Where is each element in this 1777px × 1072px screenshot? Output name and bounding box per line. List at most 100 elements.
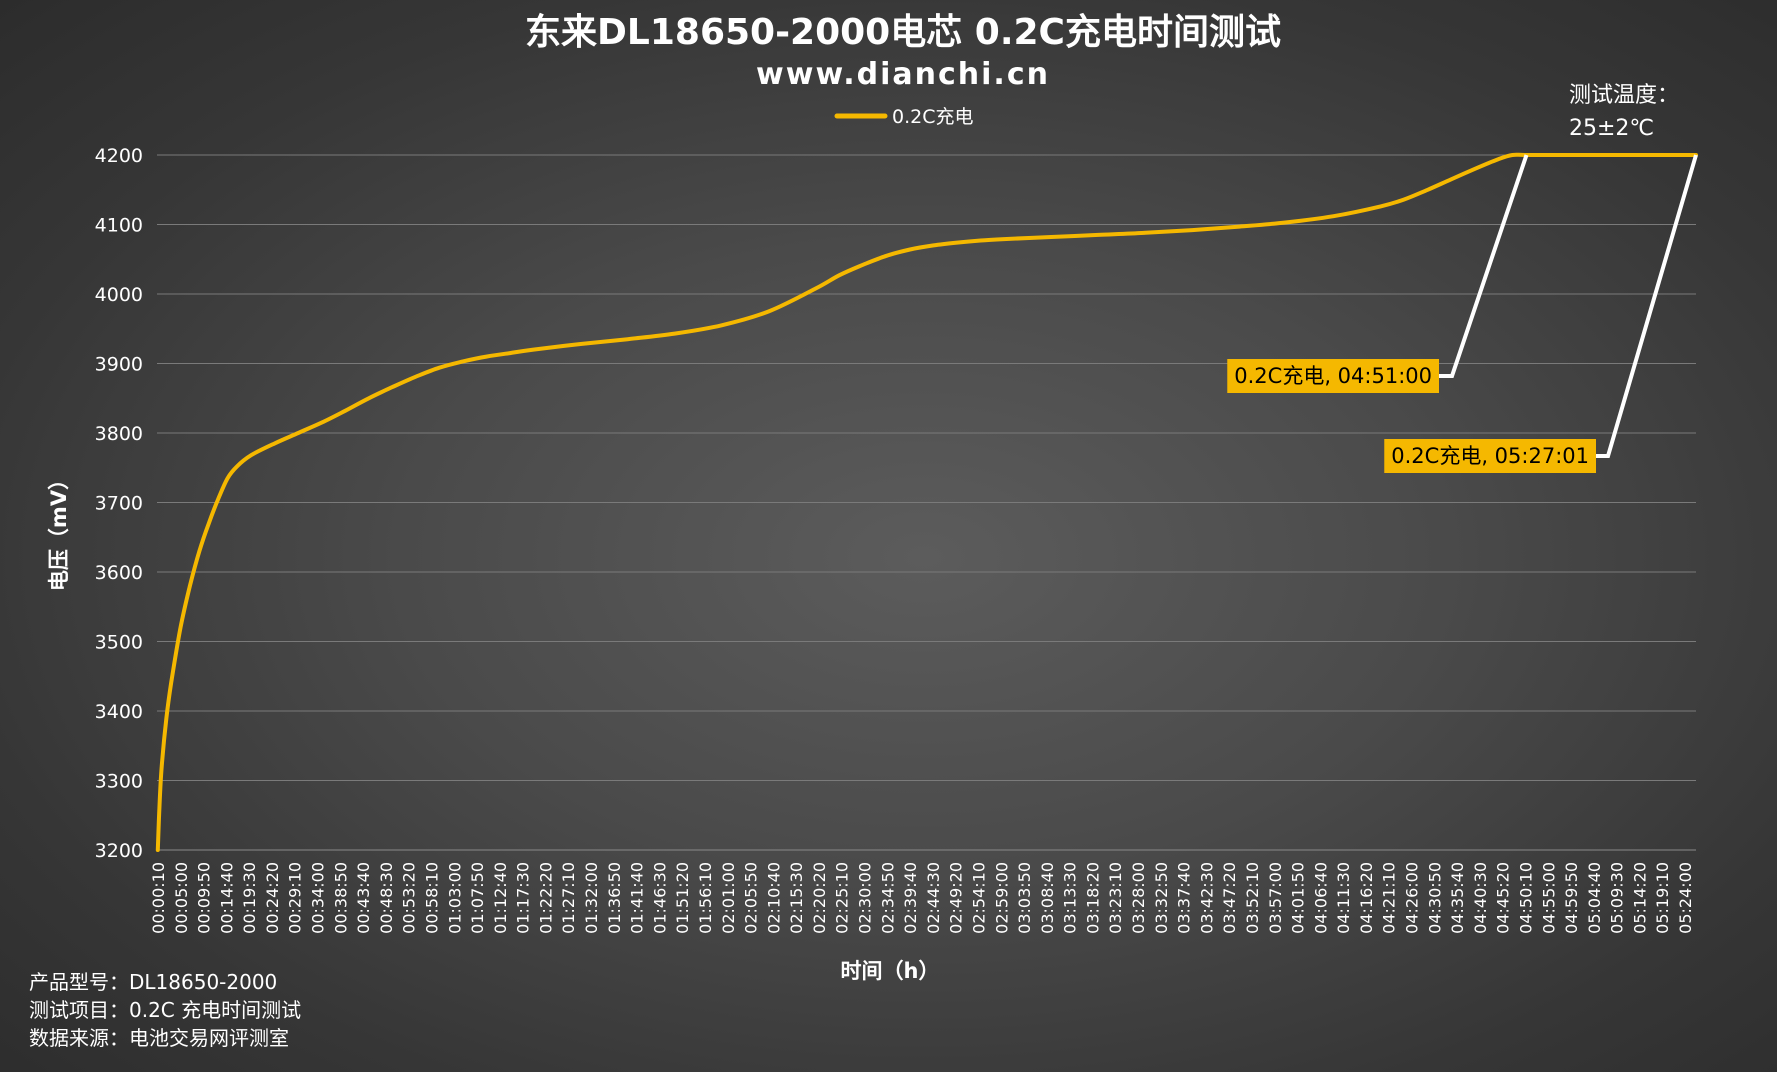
- footer-data-source: 数据来源：电池交易网评测室: [29, 1026, 289, 1050]
- x-tick-labels: 00:00:10 00:05:00 00:09:50 00:14:40 00:19:30…: [149, 862, 1695, 934]
- x-tick-label: 03:13:30: [1061, 862, 1080, 934]
- y-tick-label: 3200: [95, 840, 143, 862]
- annotation-label: 0.2C充电, 05:27:01: [1391, 444, 1589, 468]
- x-tick-label: 00:29:10: [286, 862, 305, 934]
- x-tick-label: 04:50:10: [1516, 862, 1535, 934]
- corner-note-line2: 25±2℃: [1569, 116, 1654, 141]
- x-tick-label: 01:41:40: [628, 862, 647, 934]
- x-tick-label: 00:43:40: [354, 862, 373, 934]
- x-tick-label: 00:34:00: [309, 862, 328, 934]
- x-tick-label: 03:03:50: [1015, 862, 1034, 934]
- x-tick-label: 01:36:50: [605, 862, 624, 934]
- x-tick-label: 00:14:40: [217, 862, 236, 934]
- x-tick-label: 00:58:10: [422, 862, 441, 934]
- x-tick-label: 02:39:40: [901, 862, 920, 934]
- x-tick-label: 05:14:20: [1630, 862, 1649, 934]
- x-tick-label: 03:47:20: [1220, 862, 1239, 934]
- y-tick-label: 3900: [95, 354, 143, 376]
- y-axis-label: 电压（mV）: [47, 469, 71, 591]
- chart-title: 东来DL18650-2000电芯 0.2C充电时间测试: [525, 12, 1281, 53]
- x-tick-label: 05:09:30: [1608, 862, 1627, 934]
- x-tick-label: 04:59:50: [1562, 862, 1581, 934]
- x-tick-label: 02:59:00: [992, 862, 1011, 934]
- annotation-label: 0.2C充电, 04:51:00: [1234, 364, 1432, 388]
- annotations: 0.2C充电, 04:51:00 0.2C充电, 05:27:01: [1227, 154, 1698, 473]
- chart-subtitle: www.dianchi.cn: [756, 57, 1050, 92]
- x-tick-label: 02:15:30: [787, 862, 806, 934]
- annotation-leader: [1596, 154, 1698, 458]
- y-tick-label: 3800: [95, 423, 143, 445]
- x-tick-label: 01:51:20: [673, 862, 692, 934]
- annotation-leader: [1439, 154, 1529, 378]
- x-tick-label: 04:06:40: [1311, 862, 1330, 934]
- x-tick-label: 05:19:10: [1653, 862, 1672, 934]
- x-tick-label: 00:05:00: [172, 862, 191, 934]
- x-tick-label: 03:37:40: [1175, 862, 1194, 934]
- x-tick-label: 05:04:40: [1585, 862, 1604, 934]
- x-tick-label: 01:32:00: [582, 862, 601, 934]
- y-tick-label: 3500: [95, 632, 143, 654]
- x-tick-label: 02:10:40: [764, 862, 783, 934]
- x-tick-label: 04:55:00: [1539, 862, 1558, 934]
- x-tick-label: 01:17:30: [514, 862, 533, 934]
- footer-product-model: 产品型号：DL18650-2000: [29, 970, 278, 994]
- x-tick-label: 01:27:10: [559, 862, 578, 934]
- legend: 0.2C充电: [834, 106, 973, 128]
- footer-notes: 产品型号：DL18650-2000 测试项目：0.2C 充电时间测试 数据来源：…: [29, 968, 301, 1052]
- x-tick-label: 00:09:50: [195, 862, 214, 934]
- y-tick-labels: 3200 3300 3400 3500 3600 3700 3800 3900 4000 4100…: [95, 145, 143, 862]
- x-tick-label: 04:45:20: [1494, 862, 1513, 934]
- x-tick-label: 00:38:50: [331, 862, 350, 934]
- y-tick-label: 3300: [95, 771, 143, 793]
- x-tick-label: 04:16:20: [1357, 862, 1376, 934]
- x-tick-label: 04:40:30: [1471, 862, 1490, 934]
- x-tick-label: 04:30:50: [1425, 862, 1444, 934]
- y-tick-label: 4200: [95, 145, 143, 167]
- x-tick-label: 02:34:50: [878, 862, 897, 934]
- x-tick-label: 01:07:50: [468, 862, 487, 934]
- x-tick-label: 03:08:40: [1038, 862, 1057, 934]
- x-tick-label: 00:00:10: [149, 862, 168, 934]
- x-tick-label: 02:30:00: [856, 862, 875, 934]
- x-tick-label: 04:21:10: [1380, 862, 1399, 934]
- grid: [157, 154, 1696, 851]
- x-tick-label: 03:28:00: [1129, 862, 1148, 934]
- y-tick-label: 4100: [95, 215, 143, 237]
- x-tick-label: 04:26:00: [1403, 862, 1422, 934]
- x-tick-label: 00:53:20: [400, 862, 419, 934]
- y-tick-label: 4000: [95, 284, 143, 306]
- x-tick-label: 00:24:20: [263, 862, 282, 934]
- x-tick-label: 02:49:20: [947, 862, 966, 934]
- x-tick-label: 04:11:30: [1334, 862, 1353, 934]
- x-tick-label: 02:54:10: [969, 862, 988, 934]
- x-tick-label: 03:57:00: [1266, 862, 1285, 934]
- x-tick-label: 01:12:40: [491, 862, 510, 934]
- x-tick-label: 05:24:00: [1676, 862, 1695, 934]
- x-tick-label: 03:52:10: [1243, 862, 1262, 934]
- x-tick-label: 02:05:50: [742, 862, 761, 934]
- x-tick-label: 03:32:50: [1152, 862, 1171, 934]
- x-tick-label: 01:56:10: [696, 862, 715, 934]
- x-tick-label: 01:03:00: [445, 862, 464, 934]
- annotation-box: [1384, 439, 1596, 473]
- y-tick-label: 3600: [95, 562, 143, 584]
- x-tick-label: 03:42:30: [1197, 862, 1216, 934]
- x-tick-label: 02:20:20: [810, 862, 829, 934]
- x-tick-label: 01:22:20: [536, 862, 555, 934]
- footer-test-item: 测试项目：0.2C 充电时间测试: [29, 998, 302, 1022]
- series-line-0: [155, 152, 1698, 852]
- x-tick-label: 01:46:30: [650, 862, 669, 934]
- y-tick-label: 3400: [95, 701, 143, 723]
- legend-label: 0.2C充电: [892, 106, 973, 128]
- annotation-box: [1227, 359, 1439, 393]
- x-tick-label: 00:19:30: [240, 862, 259, 934]
- x-tick-label: 00:48:30: [377, 862, 396, 934]
- x-tick-label: 02:01:00: [719, 862, 738, 934]
- x-tick-label: 02:25:10: [833, 862, 852, 934]
- x-tick-label: 02:44:30: [924, 862, 943, 934]
- series-layer: [155, 152, 1698, 852]
- x-tick-label: 03:23:10: [1106, 862, 1125, 934]
- x-tick-label: 04:01:50: [1289, 862, 1308, 934]
- x-tick-label: 03:18:20: [1083, 862, 1102, 934]
